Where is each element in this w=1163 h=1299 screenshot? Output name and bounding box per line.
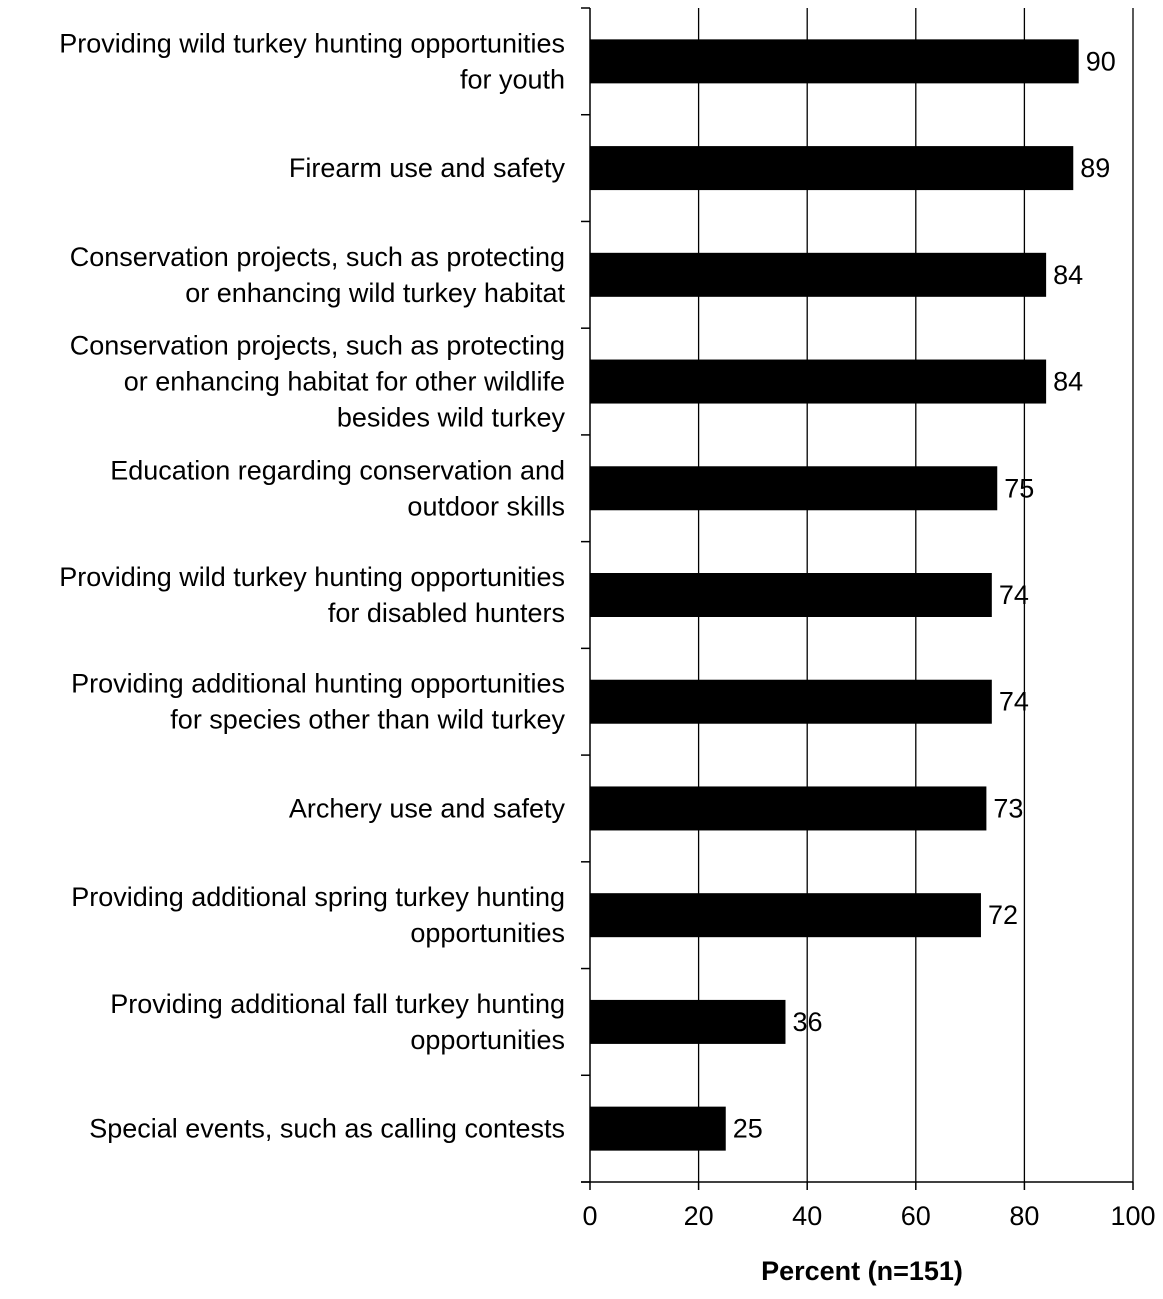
data-label: 89 <box>1080 153 1110 183</box>
data-label: 84 <box>1053 260 1083 290</box>
category-label: Providing additional hunting opportuniti… <box>71 669 565 735</box>
data-label: 84 <box>1053 367 1083 397</box>
category-label: Providing wild turkey hunting opportunit… <box>59 28 565 94</box>
x-tick-label: 20 <box>684 1201 714 1231</box>
bar <box>590 893 981 938</box>
x-tick-label: 40 <box>792 1201 822 1231</box>
category-labels: Providing wild turkey hunting opportunit… <box>59 28 565 1143</box>
bar <box>590 999 786 1044</box>
category-label: Education regarding conservation and outd… <box>110 455 565 521</box>
category-label: Providing additional spring turkey hunti… <box>71 882 565 948</box>
bar <box>590 359 1047 404</box>
data-label: 25 <box>733 1114 763 1144</box>
data-label: 90 <box>1086 46 1116 76</box>
bar <box>590 466 998 511</box>
x-tick-label: 0 <box>582 1201 597 1231</box>
bar <box>590 679 992 724</box>
data-label: 74 <box>999 687 1029 717</box>
bars <box>590 39 1079 1151</box>
category-label: Conservation projects, such as protectin… <box>70 331 566 433</box>
category-label: Conservation projects, such as protectin… <box>70 242 566 308</box>
x-axis-title: Percent (n=151) <box>761 1256 963 1286</box>
data-labels: 90 89 84 84 75 74 74 73 72 36 25 <box>733 46 1116 1143</box>
data-label: 73 <box>993 793 1023 823</box>
bar <box>590 252 1047 297</box>
category-label: Firearm use and safety <box>289 153 566 183</box>
x-tick-label: 60 <box>901 1201 931 1231</box>
category-label: Providing additional fall turkey hunting… <box>110 989 565 1055</box>
x-tick-label: 80 <box>1009 1201 1039 1231</box>
category-label: Archery use and safety <box>289 793 566 823</box>
x-tick-labels: 0 20 40 60 80 100 <box>582 1201 1155 1231</box>
bar <box>590 39 1079 84</box>
category-label: Special events, such as calling contests <box>89 1114 565 1144</box>
x-tick-label: 100 <box>1110 1201 1155 1231</box>
data-label: 74 <box>999 580 1029 610</box>
data-label: 36 <box>792 1007 822 1037</box>
category-label: Providing wild turkey hunting opportunit… <box>59 562 565 628</box>
axes <box>581 7 1134 1190</box>
data-label: 75 <box>1004 473 1034 503</box>
bar <box>590 146 1074 191</box>
data-label: 72 <box>988 900 1018 930</box>
bar <box>590 573 992 617</box>
bar <box>590 786 987 831</box>
bar <box>590 1106 726 1151</box>
